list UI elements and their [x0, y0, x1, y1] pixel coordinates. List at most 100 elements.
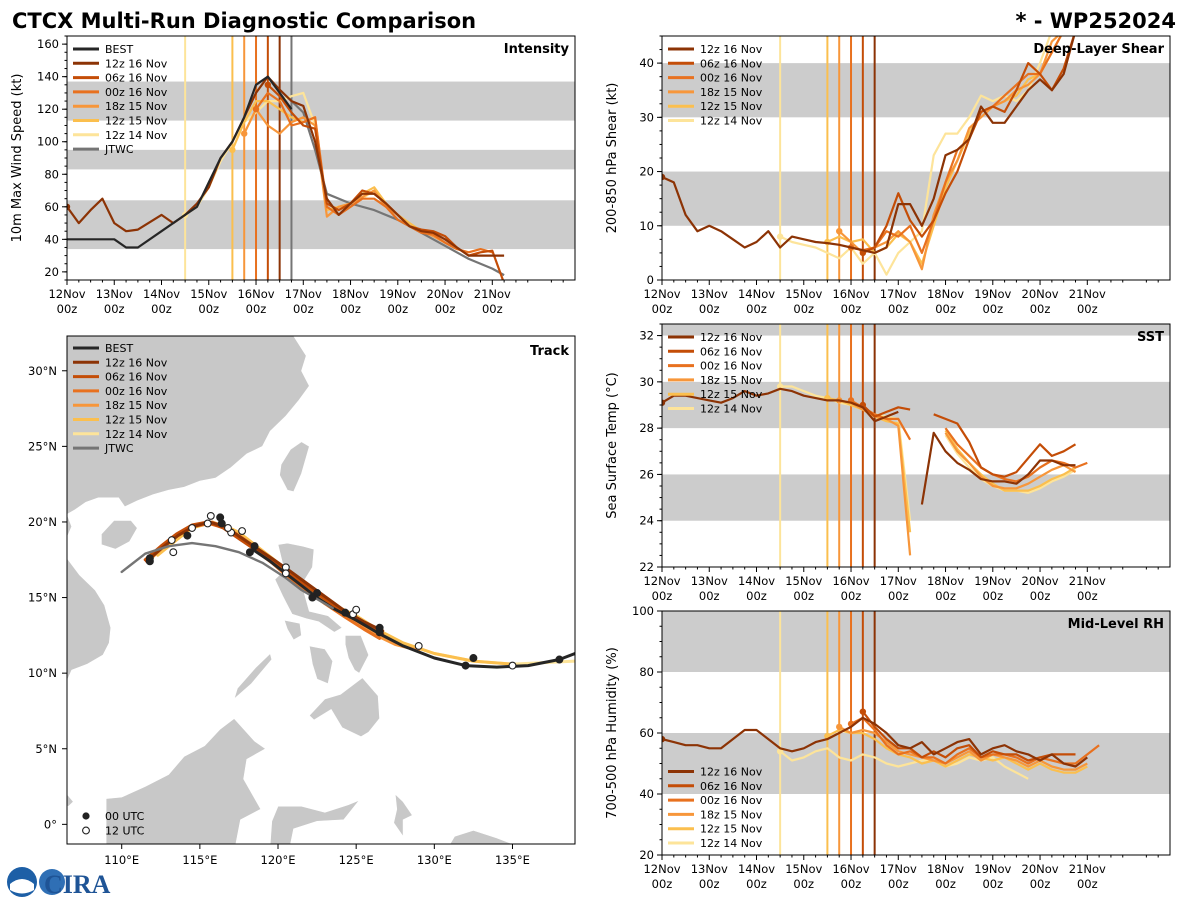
sst-xtick-label-9: 21Nov: [1069, 574, 1106, 588]
shear-ylabel: 200-850 hPa Shear (kt): [605, 83, 620, 234]
intensity-legend-label-12z-15-nov: 12z 15 Nov: [105, 115, 168, 128]
rh-legend-label-12z-14-nov: 12z 14 Nov: [700, 837, 763, 850]
track-lon-label-2: 120°E: [261, 853, 296, 867]
shear-band-0: [662, 171, 1170, 226]
intensity-ylabel: 10m Max Wind Speed (kt): [10, 74, 25, 243]
track-lat-label-6: 30°N: [28, 364, 57, 378]
shear-series-12z-16-nov: [662, 36, 1076, 254]
track-marker-12utc: [414, 641, 423, 650]
shear-xtick-label-8: 20Nov: [1022, 287, 1059, 301]
track-lon-label-0: 110°E: [104, 853, 139, 867]
intensity-band-2: [67, 81, 575, 121]
land-mindoro: [283, 619, 302, 641]
intensity-title: Intensity: [504, 42, 570, 57]
track-marker-12utc: [352, 605, 361, 614]
track-legend-label-00z-16-nov: 00z 16 Nov: [105, 385, 168, 398]
shear-ytick-label-1: 10: [639, 219, 654, 233]
sst-legend-label-18z-15-nov: 18z 15 Nov: [700, 374, 763, 387]
track-title: Track: [530, 344, 569, 359]
sst-xtick-label-2: 14Nov: [738, 574, 775, 588]
rh-series-12z-15-nov: [826, 728, 1088, 774]
track-marker-12utc: [206, 511, 215, 520]
rh-xtick-label-hour-6: 00z: [935, 877, 956, 891]
intensity-ytick-label-3: 80: [44, 167, 59, 181]
sst-xtick-label-hour-1: 00z: [699, 589, 720, 603]
track-marker-00utc: [245, 548, 254, 557]
cira-logo: CIRA: [7, 867, 111, 899]
track-line-best: [248, 547, 575, 669]
shear-panel: 12Nov00z13Nov00z14Nov00z15Nov00z16Nov00z…: [605, 35, 1171, 316]
rh-xtick-label-4: 16Nov: [832, 862, 869, 876]
intensity-init-marker-06z-16-nov: [264, 81, 272, 89]
sst-xtick-label-hour-0: 00z: [652, 589, 673, 603]
intensity-xtick-label-hour-3: 00z: [198, 302, 219, 316]
sst-xtick-label-5: 17Nov: [880, 574, 917, 588]
rh-legend-label-12z-15-nov: 12z 15 Nov: [700, 823, 763, 836]
track-marker-00utc: [217, 519, 226, 528]
rh-xtick-label-9: 21Nov: [1069, 862, 1106, 876]
sst-init-marker-12z-16-nov: [662, 399, 666, 406]
sst-ylabel: Sea Surface Temp (°C): [605, 372, 620, 519]
track-marker-12utc: [169, 548, 178, 557]
track-marker-12utc: [203, 519, 212, 528]
sst-legend-label-06z-16-nov: 06z 16 Nov: [700, 345, 763, 358]
sst-band-0: [662, 474, 1170, 521]
rh-ytick-label-0: 20: [639, 848, 654, 862]
rh-xtick-label-0: 12Nov: [643, 862, 680, 876]
shear-ytick-label-0: 0: [647, 273, 654, 287]
sst-ytick-label-2: 26: [639, 467, 654, 481]
track-marker-00utc: [461, 661, 470, 670]
rh-legend-label-00z-16-nov: 00z 16 Nov: [700, 794, 763, 807]
sst-xtick-label-hour-8: 00z: [1030, 589, 1051, 603]
shear-xtick-label-1: 13Nov: [691, 287, 728, 301]
sst-series-12z-16-nov: [662, 387, 899, 423]
figure-title: CTCX Multi-Run Diagnostic Comparison: [12, 9, 476, 33]
shear-xtick-label-9: 21Nov: [1069, 287, 1106, 301]
track-lat-label-0: 0°: [44, 817, 57, 831]
shear-ytick-label-2: 20: [639, 165, 654, 179]
shear-plot-area: [662, 36, 1170, 280]
track-legend-label-12z-15-nov: 12z 15 Nov: [105, 414, 168, 427]
track-marker-00utc: [183, 531, 192, 540]
land-mindanao: [308, 677, 380, 738]
rh-band-1: [662, 611, 1170, 672]
intensity-series-jtwc: [290, 100, 505, 277]
rh-ytick-label-2: 60: [639, 726, 654, 740]
track-marker-00utc: [341, 608, 350, 617]
intensity-ytick-label-4: 100: [37, 135, 59, 149]
sst-plot-area: [662, 324, 1170, 567]
track-legend-label-12utc: 12 UTC: [105, 825, 145, 838]
sst-band-2: [662, 324, 1170, 336]
shear-init-marker-12z-14-nov: [776, 233, 784, 240]
rh-legend-label-12z-16-nov: 12z 16 Nov: [700, 766, 763, 779]
rh-xtick-label-hour-7: 00z: [982, 877, 1003, 891]
land-palawan: [233, 652, 273, 700]
sst-ytick-label-5: 32: [639, 329, 654, 343]
rh-init-marker-18z-15-nov: [836, 723, 843, 731]
intensity-xtick-label-hour-0: 00z: [57, 302, 78, 316]
shear-xtick-label-4: 16Nov: [832, 287, 869, 301]
land-luzon: [274, 542, 343, 633]
track-line-12z-14-nov: [159, 520, 575, 666]
cira-logo-text: CIRA: [44, 870, 111, 899]
sst-xtick-label-8: 20Nov: [1022, 574, 1059, 588]
track-marker-12utc: [188, 524, 196, 532]
sst-ytick-label-3: 28: [639, 421, 654, 435]
intensity-xtick-label-hour-1: 00z: [104, 302, 125, 316]
sst-xtick-label-1: 13Nov: [691, 574, 728, 588]
track-marker-00utc: [469, 654, 478, 663]
rh-xtick-label-8: 20Nov: [1022, 862, 1059, 876]
track-lat-label-3: 15°N: [28, 591, 57, 605]
intensity-ytick-label-2: 60: [44, 200, 59, 214]
rh-xtick-label-hour-8: 00z: [1030, 877, 1051, 891]
intensity-xtick-label-7: 19Nov: [379, 287, 416, 301]
track-marker-00utc: [375, 628, 384, 637]
shear-xtick-label-hour-0: 00z: [652, 302, 673, 316]
sst-ytick-label-0: 22: [639, 560, 654, 574]
track-marker-12utc: [167, 536, 176, 545]
intensity-series-best: [67, 75, 293, 249]
storm-id: * - WP252024: [1015, 9, 1176, 33]
sst-panel: 12Nov00z13Nov00z14Nov00z15Nov00z16Nov00z…: [605, 323, 1171, 603]
sst-series-06z-16-nov: [862, 404, 911, 418]
land-malay-peninsula: [67, 793, 74, 807]
